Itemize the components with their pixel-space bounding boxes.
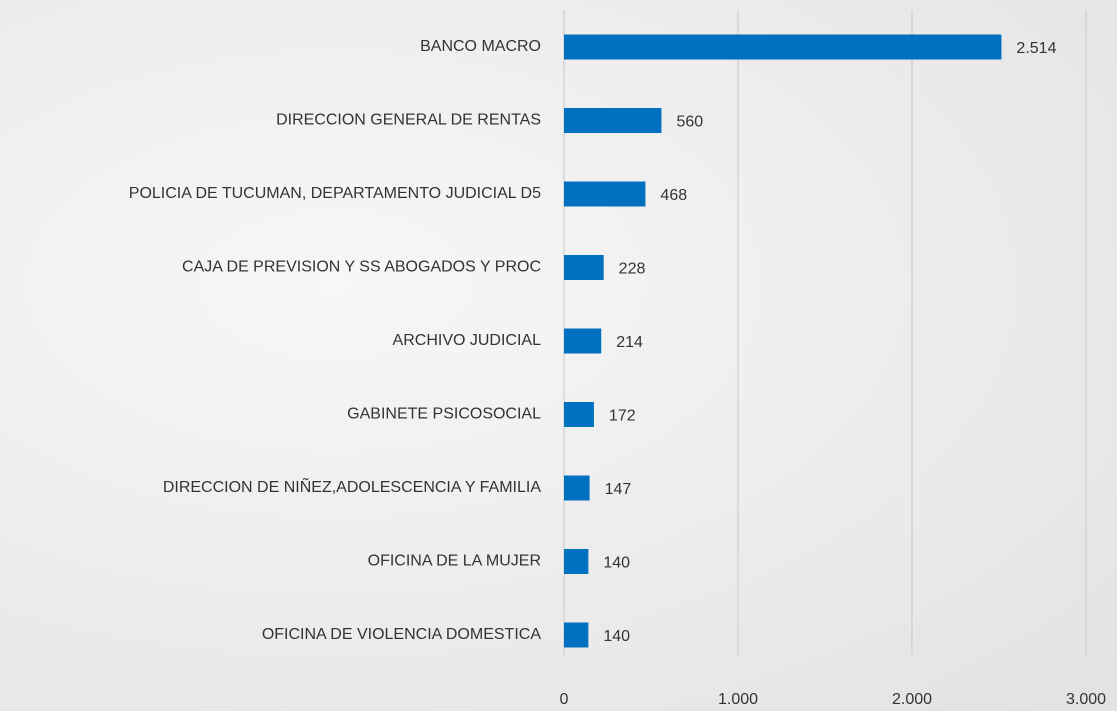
category-label: POLICIA DE TUCUMAN, DEPARTAMENTO JUDICIA… [129, 185, 541, 202]
x-tick-label: 3.000 [1066, 691, 1106, 708]
bar [564, 108, 662, 133]
bar [564, 622, 589, 648]
bar [564, 181, 646, 207]
value-label: 147 [605, 481, 632, 498]
bar [564, 402, 594, 427]
value-label: 2.514 [1016, 40, 1056, 57]
category-label: ARCHIVO JUDICIAL [393, 332, 542, 349]
bar [564, 475, 590, 501]
category-label: OFICINA DE VIOLENCIA DOMESTICA [262, 626, 541, 643]
value-label: 214 [616, 334, 643, 351]
x-tick-label: 0 [560, 691, 569, 708]
x-tick-label: 2.000 [892, 691, 932, 708]
category-label: BANCO MACRO [420, 38, 541, 55]
category-label: DIRECCION GENERAL DE RENTAS [276, 112, 541, 129]
value-label: 172 [609, 408, 636, 425]
x-tick-label: 1.000 [718, 691, 758, 708]
category-label: CAJA DE PREVISION Y SS ABOGADOS Y PROC [182, 259, 541, 276]
value-label: 140 [603, 628, 630, 645]
category-label: DIRECCION DE NIÑEZ,ADOLESCENCIA Y FAMILI… [163, 476, 541, 496]
value-label: 140 [603, 555, 630, 572]
bar [564, 328, 602, 354]
value-label: 560 [676, 114, 703, 131]
bar [564, 255, 604, 280]
bar [564, 549, 589, 574]
category-label: OFICINA DE LA MUJER [368, 553, 541, 570]
category-label: GABINETE PSICOSOCIAL [347, 406, 541, 423]
value-label: 468 [660, 187, 687, 204]
bar [564, 34, 1002, 60]
value-label: 228 [619, 261, 646, 278]
